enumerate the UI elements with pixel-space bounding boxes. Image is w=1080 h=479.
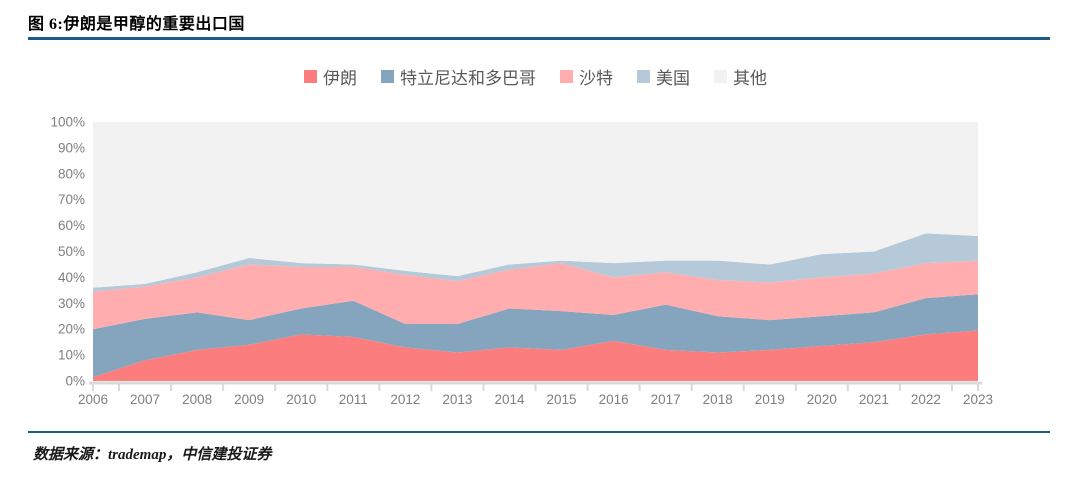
x-axis-tick-label: 2006: [78, 392, 108, 407]
x-axis-tick-label: 2021: [859, 392, 889, 407]
legend-item-trinidad: 特立尼达和多巴哥: [381, 64, 536, 89]
x-axis-tick-label: 2018: [703, 392, 733, 407]
x-axis-tick-label: 2013: [442, 392, 472, 407]
legend-item-saudi: 沙特: [560, 64, 613, 89]
legend-swatch-icon: [304, 70, 317, 83]
y-axis-tick-label: 0%: [65, 374, 85, 389]
y-axis-tick-label: 70%: [58, 192, 85, 207]
legend-label: 伊朗: [323, 69, 357, 88]
legend-item-iran: 伊朗: [304, 64, 357, 89]
legend-label: 美国: [656, 69, 690, 88]
x-axis-tick-label: 2015: [547, 392, 577, 407]
y-axis-tick-label: 10%: [58, 348, 85, 363]
x-axis-tick-label: 2008: [182, 392, 212, 407]
area-series-trinidad: [93, 294, 978, 378]
y-axis-tick-label: 40%: [58, 270, 85, 285]
figure-title: 图 6:伊朗是甲醇的重要出口国: [28, 16, 245, 33]
legend-item-usa: 美国: [637, 64, 690, 89]
x-axis-tick-label: 2022: [911, 392, 941, 407]
x-axis-tick-label: 2014: [494, 392, 525, 407]
x-axis-tick-label: 2017: [651, 392, 681, 407]
y-axis-tick-label: 60%: [58, 218, 85, 233]
x-axis-tick-label: 2012: [390, 392, 420, 407]
x-axis-tick-label: 2023: [963, 392, 993, 407]
legend-swatch-icon: [560, 70, 573, 83]
x-axis-tick-label: 2010: [286, 392, 316, 407]
x-axis-tick-label: 2009: [234, 392, 264, 407]
legend-swatch-icon: [714, 70, 727, 83]
y-axis-tick-label: 80%: [58, 166, 85, 181]
legend-label: 特立尼达和多巴哥: [400, 69, 536, 88]
y-axis-tick-label: 90%: [58, 140, 85, 155]
area-series-iran: [93, 330, 978, 381]
area-series-other: [93, 122, 978, 288]
data-source: 数据来源：trademap，中信建投证券: [33, 447, 272, 463]
x-axis-tick-label: 2007: [130, 392, 160, 407]
footer-divider: [28, 431, 1050, 433]
chart-legend: 伊朗 特立尼达和多巴哥 沙特 美国 其他: [93, 64, 978, 89]
legend-label: 沙特: [579, 69, 613, 88]
title-divider: [28, 37, 1050, 40]
y-axis-tick-label: 100%: [50, 115, 85, 130]
x-axis-tick-label: 2019: [755, 392, 785, 407]
x-axis-tick-label: 2016: [599, 392, 629, 407]
y-axis-tick-label: 30%: [58, 296, 85, 311]
x-axis-tick-label: 2020: [807, 392, 837, 407]
x-axis-tick-label: 2011: [339, 392, 368, 407]
y-axis-tick-label: 20%: [58, 322, 85, 337]
legend-swatch-icon: [637, 70, 650, 83]
y-axis-tick-label: 50%: [58, 244, 85, 259]
legend-swatch-icon: [381, 70, 394, 83]
legend-item-other: 其他: [714, 64, 767, 89]
area-series-saudi: [93, 260, 978, 330]
legend-label: 其他: [733, 69, 767, 88]
